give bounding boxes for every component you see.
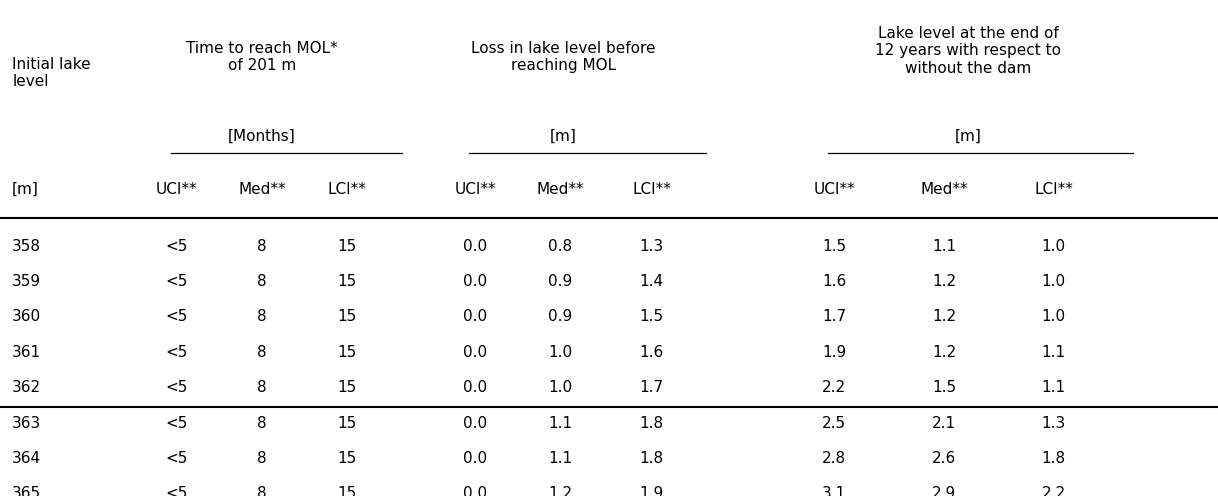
- Text: UCI**: UCI**: [454, 182, 496, 196]
- Text: 1.2: 1.2: [932, 310, 956, 324]
- Text: 1.1: 1.1: [548, 451, 572, 466]
- Text: 1.9: 1.9: [639, 486, 664, 496]
- Text: 0.9: 0.9: [548, 310, 572, 324]
- Text: LCI**: LCI**: [632, 182, 671, 196]
- Text: 0.0: 0.0: [463, 239, 487, 253]
- Text: 1.6: 1.6: [822, 274, 847, 289]
- Text: 1.1: 1.1: [548, 416, 572, 431]
- Text: <5: <5: [166, 345, 188, 360]
- Text: 1.7: 1.7: [639, 380, 664, 395]
- Text: 0.0: 0.0: [463, 274, 487, 289]
- Text: 359: 359: [12, 274, 41, 289]
- Text: [m]: [m]: [12, 182, 39, 196]
- Text: 8: 8: [257, 239, 267, 253]
- Text: 15: 15: [337, 380, 357, 395]
- Text: <5: <5: [166, 416, 188, 431]
- Text: Loss in lake level before
reaching MOL: Loss in lake level before reaching MOL: [471, 41, 655, 73]
- Text: UCI**: UCI**: [814, 182, 855, 196]
- Text: 1.8: 1.8: [639, 416, 664, 431]
- Text: 15: 15: [337, 451, 357, 466]
- Text: 361: 361: [12, 345, 41, 360]
- Text: 1.2: 1.2: [932, 345, 956, 360]
- Text: 358: 358: [12, 239, 41, 253]
- Text: UCI**: UCI**: [156, 182, 197, 196]
- Text: 0.0: 0.0: [463, 451, 487, 466]
- Text: 1.7: 1.7: [822, 310, 847, 324]
- Text: LCI**: LCI**: [1034, 182, 1073, 196]
- Text: Lake level at the end of
12 years with respect to
without the dam: Lake level at the end of 12 years with r…: [876, 26, 1061, 76]
- Text: 8: 8: [257, 310, 267, 324]
- Text: <5: <5: [166, 451, 188, 466]
- Text: 8: 8: [257, 486, 267, 496]
- Text: 3.1: 3.1: [822, 486, 847, 496]
- Text: 364: 364: [12, 451, 41, 466]
- Text: 0.0: 0.0: [463, 486, 487, 496]
- Text: LCI**: LCI**: [328, 182, 367, 196]
- Text: 2.2: 2.2: [1041, 486, 1066, 496]
- Text: 1.0: 1.0: [1041, 310, 1066, 324]
- Text: 1.6: 1.6: [639, 345, 664, 360]
- Text: 15: 15: [337, 274, 357, 289]
- Text: 15: 15: [337, 486, 357, 496]
- Text: 15: 15: [337, 345, 357, 360]
- Text: 15: 15: [337, 416, 357, 431]
- Text: 15: 15: [337, 239, 357, 253]
- Text: 15: 15: [337, 310, 357, 324]
- Text: 0.0: 0.0: [463, 345, 487, 360]
- Text: Med**: Med**: [536, 182, 585, 196]
- Text: 1.3: 1.3: [639, 239, 664, 253]
- Text: 2.6: 2.6: [932, 451, 956, 466]
- Text: 8: 8: [257, 380, 267, 395]
- Text: 8: 8: [257, 345, 267, 360]
- Text: 1.1: 1.1: [1041, 380, 1066, 395]
- Text: 362: 362: [12, 380, 41, 395]
- Text: 8: 8: [257, 451, 267, 466]
- Text: 1.5: 1.5: [932, 380, 956, 395]
- Text: 2.9: 2.9: [932, 486, 956, 496]
- Text: 0.9: 0.9: [548, 274, 572, 289]
- Text: 1.0: 1.0: [1041, 239, 1066, 253]
- Text: 1.9: 1.9: [822, 345, 847, 360]
- Text: 1.3: 1.3: [1041, 416, 1066, 431]
- Text: 8: 8: [257, 416, 267, 431]
- Text: 1.1: 1.1: [932, 239, 956, 253]
- Text: 1.8: 1.8: [1041, 451, 1066, 466]
- Text: <5: <5: [166, 380, 188, 395]
- Text: 2.5: 2.5: [822, 416, 847, 431]
- Text: 2.8: 2.8: [822, 451, 847, 466]
- Text: Initial lake
level: Initial lake level: [12, 57, 91, 89]
- Text: 0.8: 0.8: [548, 239, 572, 253]
- Text: 1.0: 1.0: [1041, 274, 1066, 289]
- Text: <5: <5: [166, 310, 188, 324]
- Text: 2.1: 2.1: [932, 416, 956, 431]
- Text: <5: <5: [166, 239, 188, 253]
- Text: Med**: Med**: [920, 182, 968, 196]
- Text: 2.2: 2.2: [822, 380, 847, 395]
- Text: 1.5: 1.5: [822, 239, 847, 253]
- Text: 363: 363: [12, 416, 41, 431]
- Text: [m]: [m]: [549, 129, 577, 144]
- Text: <5: <5: [166, 274, 188, 289]
- Text: 0.0: 0.0: [463, 416, 487, 431]
- Text: 1.1: 1.1: [1041, 345, 1066, 360]
- Text: Med**: Med**: [238, 182, 286, 196]
- Text: 1.0: 1.0: [548, 380, 572, 395]
- Text: 1.4: 1.4: [639, 274, 664, 289]
- Text: 0.0: 0.0: [463, 310, 487, 324]
- Text: [Months]: [Months]: [228, 129, 296, 144]
- Text: 360: 360: [12, 310, 41, 324]
- Text: 8: 8: [257, 274, 267, 289]
- Text: <5: <5: [166, 486, 188, 496]
- Text: 1.2: 1.2: [932, 274, 956, 289]
- Text: [m]: [m]: [955, 129, 982, 144]
- Text: Time to reach MOL*
of 201 m: Time to reach MOL* of 201 m: [186, 41, 337, 73]
- Text: 1.8: 1.8: [639, 451, 664, 466]
- Text: 1.0: 1.0: [548, 345, 572, 360]
- Text: 1.5: 1.5: [639, 310, 664, 324]
- Text: 1.2: 1.2: [548, 486, 572, 496]
- Text: 0.0: 0.0: [463, 380, 487, 395]
- Text: 365: 365: [12, 486, 41, 496]
